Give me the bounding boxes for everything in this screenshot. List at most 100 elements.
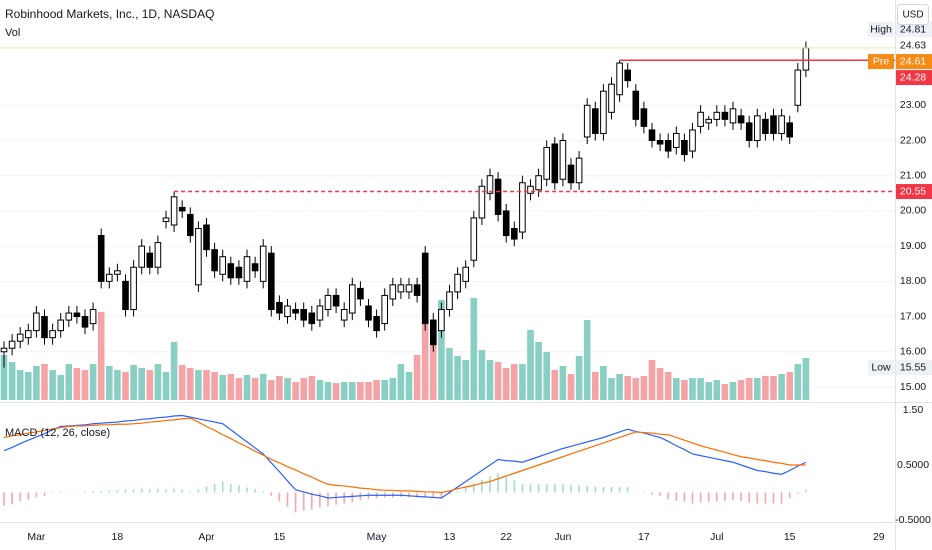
axis-layer: 15.00 16.00 17.00 18.00 19.00 20.00 21.00 22.00… xyxy=(27,99,931,543)
volume-bar xyxy=(770,376,777,400)
candle-body xyxy=(454,273,461,293)
volume-bar xyxy=(583,320,591,400)
candle-body xyxy=(292,309,299,314)
histogram-bar xyxy=(132,489,135,493)
candle-body xyxy=(259,245,267,282)
candle-body xyxy=(0,347,8,353)
histogram-bar xyxy=(189,491,192,493)
candle-body xyxy=(470,217,478,261)
volume-bar xyxy=(446,348,453,400)
candle-body xyxy=(243,256,251,282)
volume-bar xyxy=(187,368,194,400)
volume-bar xyxy=(397,364,405,400)
histogram-bar xyxy=(521,484,524,493)
candle-body xyxy=(122,280,129,311)
volume-bar xyxy=(697,378,704,400)
y-tick-label: 18.00 xyxy=(900,275,926,287)
candle-body xyxy=(114,270,121,275)
volume-bar xyxy=(89,364,97,400)
x-tick-label: 13 xyxy=(444,531,456,543)
volume-bar xyxy=(324,382,332,400)
histogram-bar xyxy=(805,489,807,493)
candle-body xyxy=(794,69,802,106)
volume-bar xyxy=(462,360,469,400)
volume-bar xyxy=(332,383,340,400)
y-tick-label: 17.00 xyxy=(900,310,926,322)
y-tick-label: 20.00 xyxy=(900,205,926,217)
volume-bar xyxy=(227,374,235,400)
histogram-bar xyxy=(602,487,605,493)
candle-body xyxy=(16,333,24,342)
candle-body xyxy=(770,115,777,134)
candle-body xyxy=(567,164,575,184)
price-tag-caption-box xyxy=(868,360,894,376)
volume-bar xyxy=(81,370,89,400)
histogram-bar xyxy=(319,492,321,508)
volume-bar xyxy=(575,356,583,400)
candle-body xyxy=(624,69,632,82)
histogram-bar xyxy=(327,492,329,507)
candle-body xyxy=(33,312,40,332)
volume-bar xyxy=(454,356,461,400)
volume-bar xyxy=(300,378,307,400)
volume-bar xyxy=(421,310,429,400)
candle-body xyxy=(97,235,105,282)
volume-bar xyxy=(567,374,575,400)
volume-bar xyxy=(413,355,421,400)
candle-body xyxy=(600,90,607,134)
histogram-bar xyxy=(246,487,248,493)
histogram-bar xyxy=(659,492,661,496)
candle-body xyxy=(324,294,332,311)
volume-bar xyxy=(259,374,267,400)
histogram-bar xyxy=(667,492,669,500)
x-tick-label: Jul xyxy=(710,531,723,543)
volume-bar xyxy=(519,364,526,400)
candle-body xyxy=(592,108,599,134)
volume-bar xyxy=(97,312,105,400)
x-tick-label: 18 xyxy=(112,531,124,543)
histogram-bar xyxy=(473,483,475,493)
histogram-bar xyxy=(230,483,232,493)
volume-bar xyxy=(146,370,154,400)
histogram-bar xyxy=(311,492,313,510)
histogram-bar xyxy=(140,488,143,493)
y-tick-label: 22.00 xyxy=(900,134,926,146)
candle-body xyxy=(65,312,73,321)
histogram-bar xyxy=(335,492,337,505)
candle-body xyxy=(527,185,534,194)
candle-body xyxy=(308,312,316,325)
histogram-bar xyxy=(797,492,799,494)
volume-bar xyxy=(511,364,518,400)
histogram-bar xyxy=(270,492,273,496)
histogram-bar xyxy=(716,492,718,502)
histogram-bar xyxy=(27,492,30,500)
volume-bar xyxy=(170,342,178,400)
x-tick-label: 29 xyxy=(873,531,885,543)
candle-body xyxy=(438,309,445,332)
volume-bar xyxy=(8,362,16,400)
volume-bar xyxy=(73,368,81,400)
price-tag xyxy=(896,38,932,54)
candle-body xyxy=(187,213,194,237)
candle-body xyxy=(778,115,785,134)
candle-body xyxy=(494,178,502,215)
candle-body xyxy=(551,143,559,184)
price-tag xyxy=(896,360,932,376)
histogram-bar xyxy=(780,492,783,504)
volume-bar xyxy=(130,365,137,400)
volume-bar xyxy=(154,364,162,400)
volume-bar xyxy=(527,330,534,400)
x-tick-label: 15 xyxy=(274,531,286,543)
candle-body xyxy=(729,108,737,124)
price-tag-caption-box xyxy=(868,54,894,70)
histogram-bar xyxy=(489,476,491,493)
histogram-bar xyxy=(92,490,94,493)
histogram-bar xyxy=(724,492,726,501)
currency-button[interactable] xyxy=(897,4,929,25)
volume-bar xyxy=(389,378,397,400)
histogram-bar xyxy=(181,489,183,493)
volume-bar xyxy=(349,382,356,400)
candle-body xyxy=(535,175,542,191)
